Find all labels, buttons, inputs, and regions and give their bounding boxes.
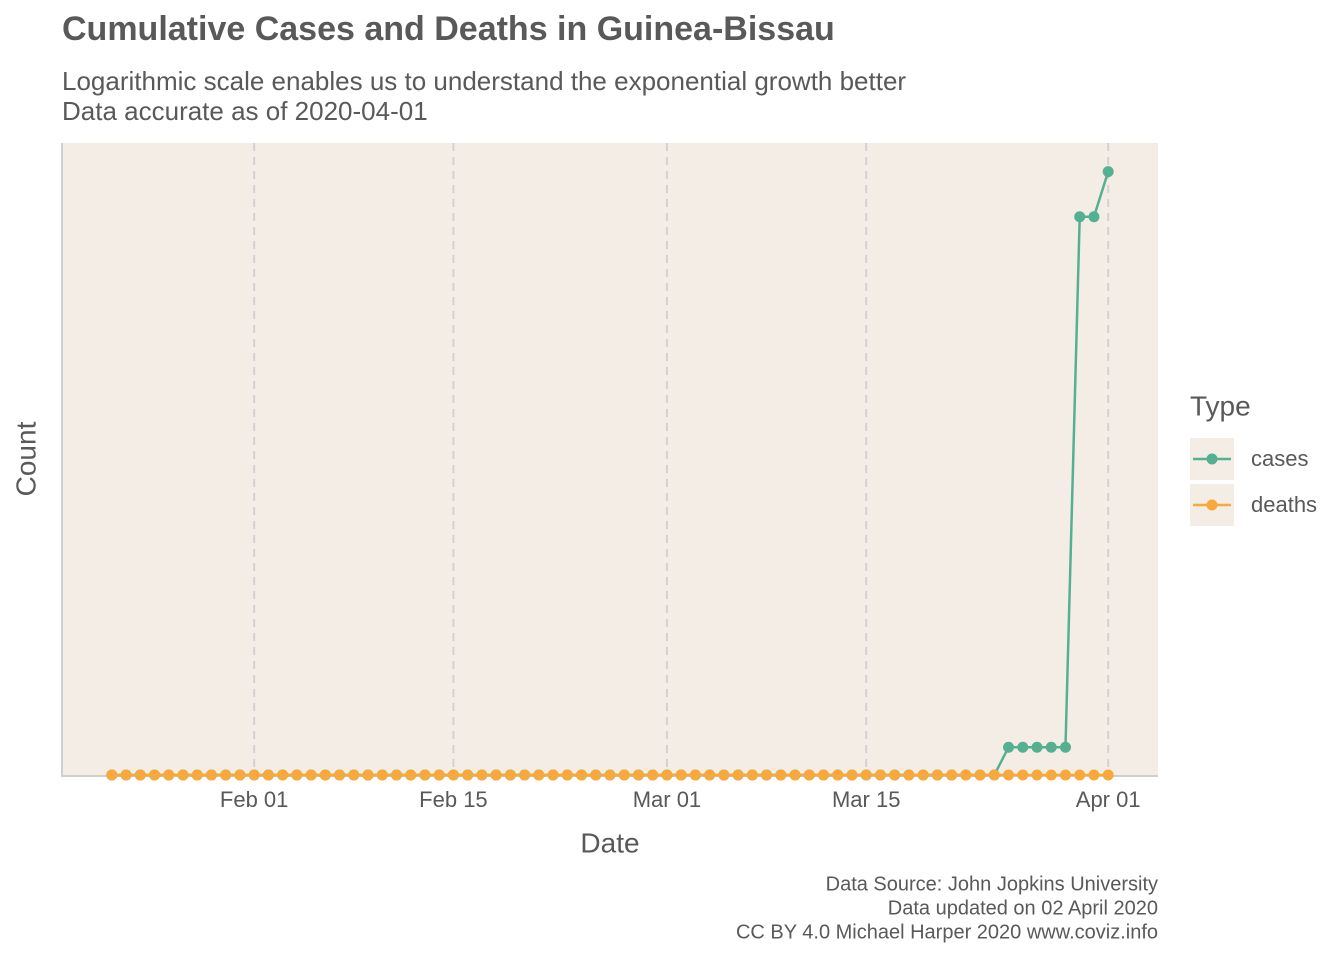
x-tick-label: Mar 01 (633, 787, 701, 812)
chart-title: Cumulative Cases and Deaths in Guinea-Bi… (62, 10, 835, 48)
data-point (220, 769, 232, 781)
data-point (248, 769, 260, 781)
data-point (1059, 741, 1071, 753)
data-point (618, 769, 630, 781)
data-point (803, 769, 815, 781)
data-point (533, 769, 545, 781)
data-point (348, 769, 360, 781)
data-point (675, 769, 687, 781)
data-point (519, 769, 531, 781)
data-point (960, 769, 972, 781)
subtitle: Data accurate as of 2020-04-01 (62, 96, 428, 126)
data-point (818, 769, 830, 781)
caption: Data updated on 02 April 2020 (888, 897, 1158, 919)
data-point (390, 769, 402, 781)
data-point (718, 769, 730, 781)
legend-label: cases (1251, 446, 1308, 471)
data-point (1003, 769, 1015, 781)
data-point (205, 769, 217, 781)
data-point (903, 769, 915, 781)
data-point (1045, 769, 1057, 781)
data-point (163, 769, 175, 781)
x-axis-title: Date (580, 827, 639, 858)
data-point (732, 769, 744, 781)
data-point (874, 769, 886, 781)
caption: Data Source: John Jopkins University (826, 873, 1158, 895)
legend-key-point (1206, 453, 1218, 465)
data-point (1059, 769, 1071, 781)
data-point (1102, 769, 1114, 781)
data-point (1003, 741, 1015, 753)
data-point (291, 769, 303, 781)
data-point (988, 769, 1000, 781)
data-point (462, 769, 474, 781)
data-point (1074, 769, 1086, 781)
data-point (476, 769, 488, 781)
data-point (319, 769, 331, 781)
data-point (561, 769, 573, 781)
x-tick-label: Mar 15 (832, 787, 900, 812)
data-point (419, 769, 431, 781)
data-point (177, 769, 189, 781)
data-point (120, 769, 132, 781)
data-point (1088, 769, 1100, 781)
data-point (946, 769, 958, 781)
data-point (362, 769, 374, 781)
data-point (632, 769, 644, 781)
y-axis-title: Count (10, 421, 41, 496)
data-point (974, 769, 986, 781)
legend-title: Type (1190, 390, 1251, 421)
data-point (775, 769, 787, 781)
data-point (106, 769, 118, 781)
data-point (761, 769, 773, 781)
subtitle: Logarithmic scale enables us to understa… (62, 66, 906, 96)
legend-key-point (1206, 499, 1218, 511)
data-point (704, 769, 716, 781)
data-point (305, 769, 317, 781)
data-point (1074, 211, 1086, 223)
data-point (433, 769, 445, 781)
data-point (490, 769, 502, 781)
data-point (789, 769, 801, 781)
data-point (1031, 741, 1043, 753)
data-point (746, 769, 758, 781)
data-point (191, 769, 203, 781)
data-point (149, 769, 161, 781)
data-point (846, 769, 858, 781)
data-point (334, 769, 346, 781)
data-point (576, 769, 588, 781)
legend-label: deaths (1251, 492, 1317, 517)
data-point (931, 769, 943, 781)
data-point (689, 769, 701, 781)
x-tick-label: Feb 01 (220, 787, 289, 812)
data-point (262, 769, 274, 781)
data-point (447, 769, 459, 781)
data-point (1017, 769, 1029, 781)
data-point (832, 769, 844, 781)
data-point (647, 769, 659, 781)
data-point (604, 769, 616, 781)
data-point (860, 769, 872, 781)
data-point (134, 769, 146, 781)
data-point (889, 769, 901, 781)
data-point (590, 769, 602, 781)
data-point (1102, 166, 1114, 178)
data-point (1045, 741, 1057, 753)
data-point (1017, 741, 1029, 753)
plot-panel (62, 143, 1158, 775)
data-point (917, 769, 929, 781)
data-point (661, 769, 673, 781)
caption: CC BY 4.0 Michael Harper 2020 www.coviz.… (736, 921, 1158, 943)
data-point (1088, 211, 1100, 223)
data-point (234, 769, 246, 781)
data-point (547, 769, 559, 781)
data-point (277, 769, 289, 781)
data-point (1031, 769, 1043, 781)
data-point (376, 769, 388, 781)
data-point (504, 769, 516, 781)
data-point (405, 769, 417, 781)
x-tick-label: Apr 01 (1076, 787, 1141, 812)
x-tick-label: Feb 15 (419, 787, 488, 812)
